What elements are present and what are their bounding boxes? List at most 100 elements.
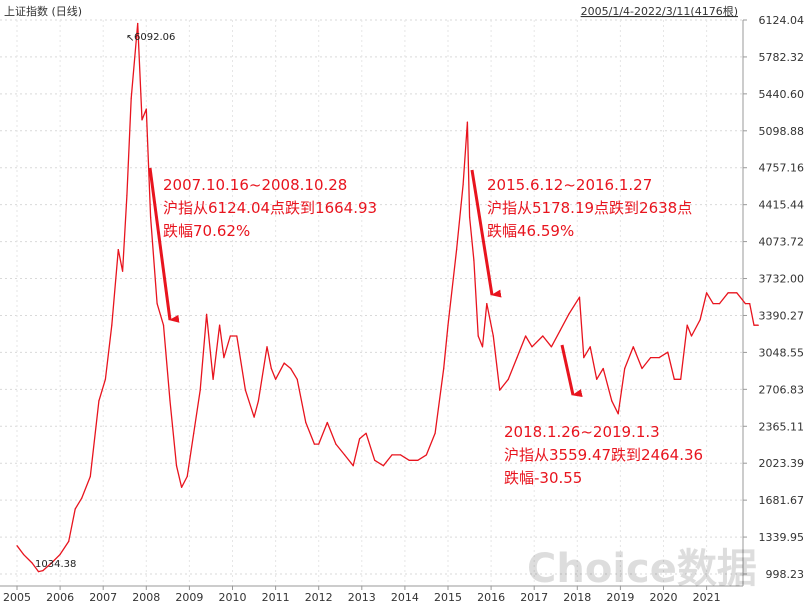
- x-tick-label: 2018: [563, 591, 591, 604]
- data-point: [447, 324, 449, 326]
- crash-2018-line1: 2018.1.26~2019.1.3: [504, 423, 660, 441]
- crash-2008-line1: 2007.10.16~2008.10.28: [163, 176, 347, 194]
- data-point: [408, 459, 410, 461]
- data-point: [382, 465, 384, 467]
- data-point: [617, 413, 619, 415]
- x-tick-label: 2007: [89, 591, 117, 604]
- data-point: [736, 292, 738, 294]
- data-point: [68, 540, 70, 543]
- x-tick-label: 2011: [262, 591, 290, 604]
- plot-frame: [0, 20, 744, 587]
- crash-2015-line3: 跌幅46.59%: [487, 222, 574, 240]
- data-point: [391, 454, 393, 456]
- x-tick-label: 2017: [520, 591, 548, 604]
- data-point: [181, 486, 183, 488]
- data-point: [641, 367, 643, 370]
- x-tick-label: 2009: [175, 591, 203, 604]
- data-point: [111, 324, 113, 326]
- data-point: [365, 432, 367, 434]
- data-point: [16, 545, 18, 547]
- y-tick-label: 1681.67: [759, 494, 805, 507]
- watermark: Choice数据: [527, 546, 757, 592]
- data-point: [699, 319, 701, 321]
- data-point: [578, 296, 581, 298]
- y-tick-label: 3390.27: [759, 309, 805, 322]
- data-point: [318, 443, 320, 445]
- date-range-label[interactable]: 2005/1/4-2022/3/11(4176根): [581, 4, 738, 18]
- data-point: [74, 508, 76, 510]
- data-point: [456, 249, 458, 251]
- y-tick-label: 1339.95: [759, 531, 805, 544]
- annotation-arrows: [148, 167, 583, 397]
- data-point: [596, 378, 598, 380]
- y-tick-label: 3732.00: [759, 273, 805, 286]
- data-point: [632, 346, 634, 348]
- y-tick-label: 4415.44: [759, 199, 805, 212]
- data-point: [516, 357, 518, 359]
- data-point: [568, 313, 570, 315]
- data-point: [290, 367, 292, 370]
- data-point: [313, 443, 315, 445]
- arrow-2019: [560, 344, 583, 397]
- peak-label: 6092.06: [134, 32, 175, 43]
- data-point: [650, 357, 652, 359]
- data-point: [727, 292, 729, 294]
- data-point: [481, 346, 484, 348]
- x-tick-label: 2012: [305, 591, 333, 604]
- x-tick-label: 2015: [434, 591, 462, 604]
- data-point: [499, 389, 501, 391]
- data-point: [206, 313, 208, 315]
- data-point: [305, 421, 307, 424]
- x-tick-label: 2016: [477, 591, 505, 604]
- data-point: [98, 400, 100, 402]
- y-tick-label: 5782.32: [759, 51, 805, 64]
- data-point: [469, 216, 471, 218]
- data-point: [335, 443, 337, 445]
- data-point: [141, 119, 143, 121]
- arrow-2008: [148, 167, 180, 323]
- data-point: [236, 335, 238, 337]
- data-point: [680, 378, 682, 380]
- crash-2018-line3: 跌幅-30.55: [504, 469, 582, 487]
- x-tick-label: 2008: [132, 591, 160, 604]
- data-point: [50, 562, 53, 564]
- data-point: [374, 459, 376, 461]
- data-point: [712, 303, 714, 305]
- y-tick-label: 6124.04: [759, 14, 805, 27]
- data-point: [130, 97, 132, 99]
- data-point: [175, 465, 178, 467]
- data-point: [266, 346, 268, 348]
- data-point: [145, 108, 147, 110]
- data-point: [257, 400, 259, 402]
- data-point: [602, 367, 604, 370]
- data-point: [492, 335, 494, 337]
- data-point: [212, 378, 214, 380]
- data-point: [162, 324, 165, 326]
- data-point: [253, 416, 255, 418]
- x-tick-label: 2020: [650, 591, 678, 604]
- data-point: [673, 378, 675, 380]
- x-tick-label: 2014: [391, 591, 419, 604]
- data-point: [275, 378, 277, 380]
- data-point: [753, 324, 755, 326]
- data-point: [507, 378, 509, 380]
- data-point: [156, 303, 158, 305]
- y-tick-label: 998.23: [766, 568, 805, 581]
- crash-2008-line3: 跌幅70.62%: [163, 222, 250, 240]
- data-point: [104, 378, 106, 380]
- data-point: [122, 270, 124, 272]
- data-point: [169, 400, 171, 402]
- data-point: [344, 454, 346, 456]
- data-point: [443, 367, 445, 370]
- x-tick-label: 2021: [693, 591, 721, 604]
- data-point: [624, 367, 626, 370]
- data-point: [137, 22, 139, 25]
- chart-title: 上证指数 (日线): [4, 4, 82, 18]
- y-tick-label: 3048.55: [759, 346, 805, 359]
- data-point: [757, 324, 759, 326]
- data-point: [186, 475, 188, 478]
- data-point: [359, 438, 361, 440]
- data-point: [486, 303, 488, 305]
